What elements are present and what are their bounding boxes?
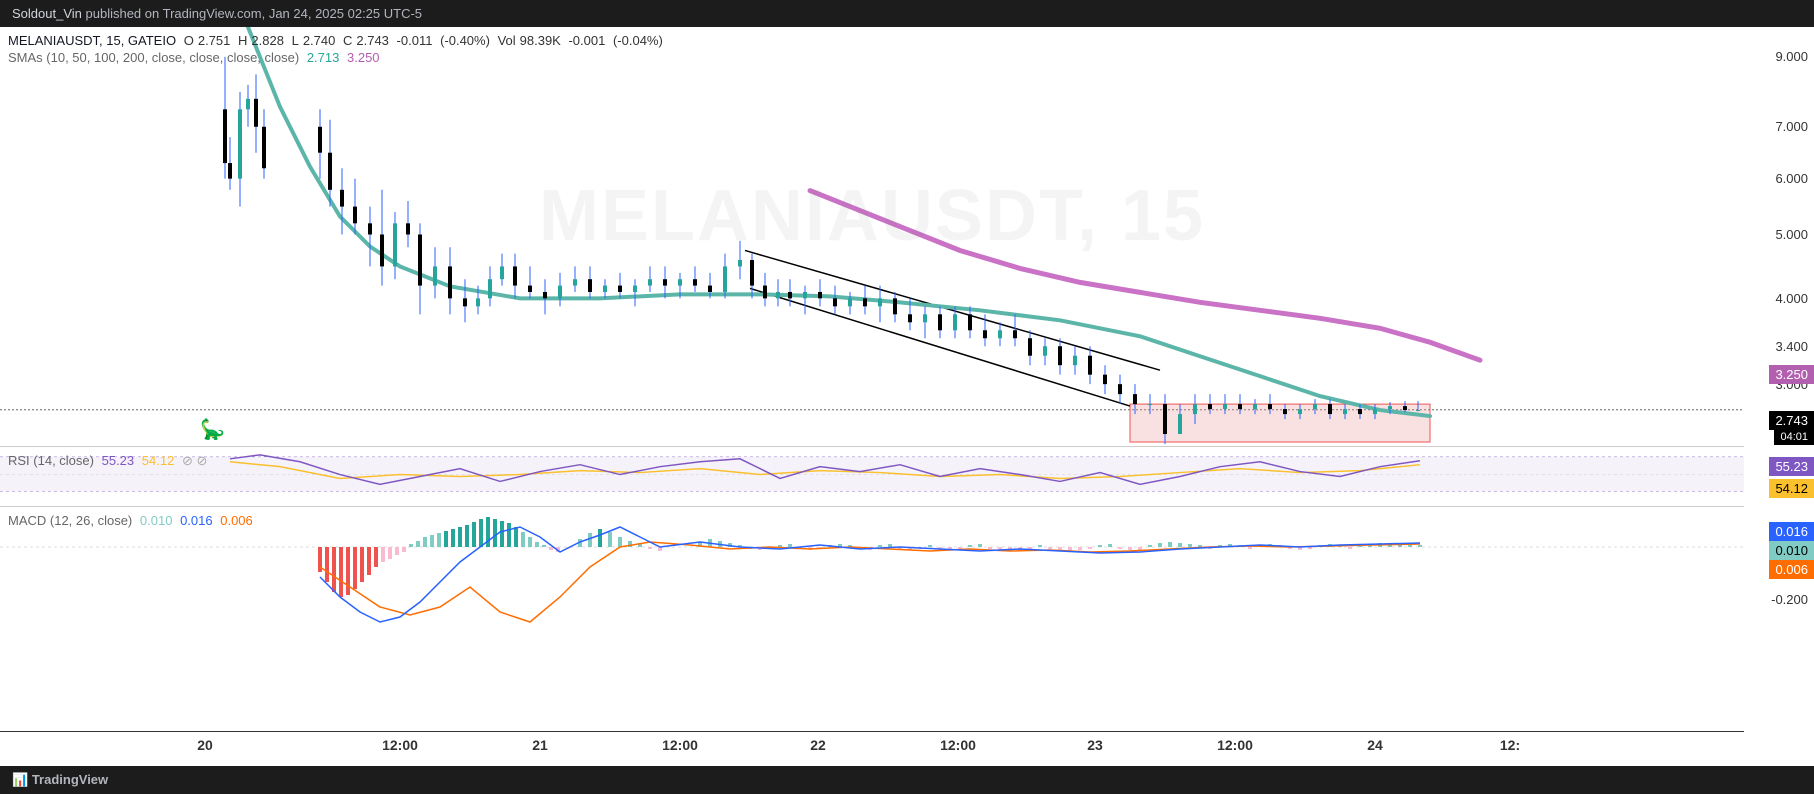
header-bar: Soldout_Vin published on TradingView.com… xyxy=(0,0,1814,27)
sma2-price-tag: 3.250 xyxy=(1769,365,1814,384)
time-tick: 20 xyxy=(197,737,213,753)
price-tick: 3.400 xyxy=(1775,339,1808,354)
price-tick: 4.000 xyxy=(1775,291,1808,306)
tradingview-logo-icon: 📊 xyxy=(12,772,28,787)
countdown-tag: 04:01 xyxy=(1774,429,1814,445)
rsi-legend: RSI (14, close) 55.23 54.12 ⊘ ⊘ xyxy=(8,453,211,469)
price-tick: 7.000 xyxy=(1775,119,1808,134)
macd-svg xyxy=(0,507,1744,637)
dino-icon: 🦕 xyxy=(200,417,225,442)
price-tick: 5.000 xyxy=(1775,227,1808,242)
price-axis: 9.0007.0006.0005.0004.0003.4003.0003.250… xyxy=(1744,27,1814,761)
rsi-pane[interactable]: RSI (14, close) 55.23 54.12 ⊘ ⊘ xyxy=(0,447,1744,507)
time-axis: 20 12:00 21 12:00 22 12:00 23 12:00 24 12: xyxy=(0,731,1744,761)
sma-legend: SMAs (10, 50, 100, 200, close, close, cl… xyxy=(8,50,299,65)
price-tick: 6.000 xyxy=(1775,171,1808,186)
time-tick: 22 xyxy=(810,737,826,753)
macd-pane[interactable]: MACD (12, 26, close) 0.010 0.016 0.006 xyxy=(0,507,1744,637)
rsi-svg xyxy=(0,447,1744,506)
macd-tag-3: 0.006 xyxy=(1769,560,1814,579)
tradingview-logo: TradingView xyxy=(32,772,108,787)
rsi-tag-2: 54.12 xyxy=(1769,479,1814,498)
time-tick: 21 xyxy=(532,737,548,753)
chart-container[interactable]: MELANIAUSDT, 15 MELANIAUSDT, 15, GATEIO … xyxy=(0,27,1814,761)
symbol-label: MELANIAUSDT, 15, GATEIO xyxy=(8,33,176,48)
header-text: published on TradingView.com, Jan 24, 20… xyxy=(86,6,423,21)
time-tick: 12:00 xyxy=(1217,737,1253,753)
macd-legend: MACD (12, 26, close) 0.010 0.016 0.006 xyxy=(8,513,257,528)
time-tick: 23 xyxy=(1087,737,1103,753)
time-tick: 12:00 xyxy=(940,737,976,753)
main-legend: MELANIAUSDT, 15, GATEIO O2.751 H2.828 L2… xyxy=(8,33,667,67)
macd-tag-2: 0.010 xyxy=(1769,541,1814,560)
main-price-pane[interactable]: MELANIAUSDT, 15 MELANIAUSDT, 15, GATEIO … xyxy=(0,27,1744,447)
time-tick: 12:00 xyxy=(382,737,418,753)
publisher: Soldout_Vin xyxy=(12,6,82,21)
price-tick: 9.000 xyxy=(1775,49,1808,64)
macd-minus: -0.200 xyxy=(1771,592,1808,607)
time-tick: 12:00 xyxy=(662,737,698,753)
time-tick: 12: xyxy=(1500,737,1520,753)
rsi-tag-1: 55.23 xyxy=(1769,457,1814,476)
last-price-tag: 2.743 xyxy=(1769,411,1814,430)
time-tick: 24 xyxy=(1367,737,1383,753)
macd-tag-1: 0.016 xyxy=(1769,522,1814,541)
main-chart-svg xyxy=(0,27,1744,446)
footer-bar: 📊 TradingView xyxy=(0,766,1814,794)
settings-icon[interactable]: ⊘ ⊘ xyxy=(182,453,207,468)
